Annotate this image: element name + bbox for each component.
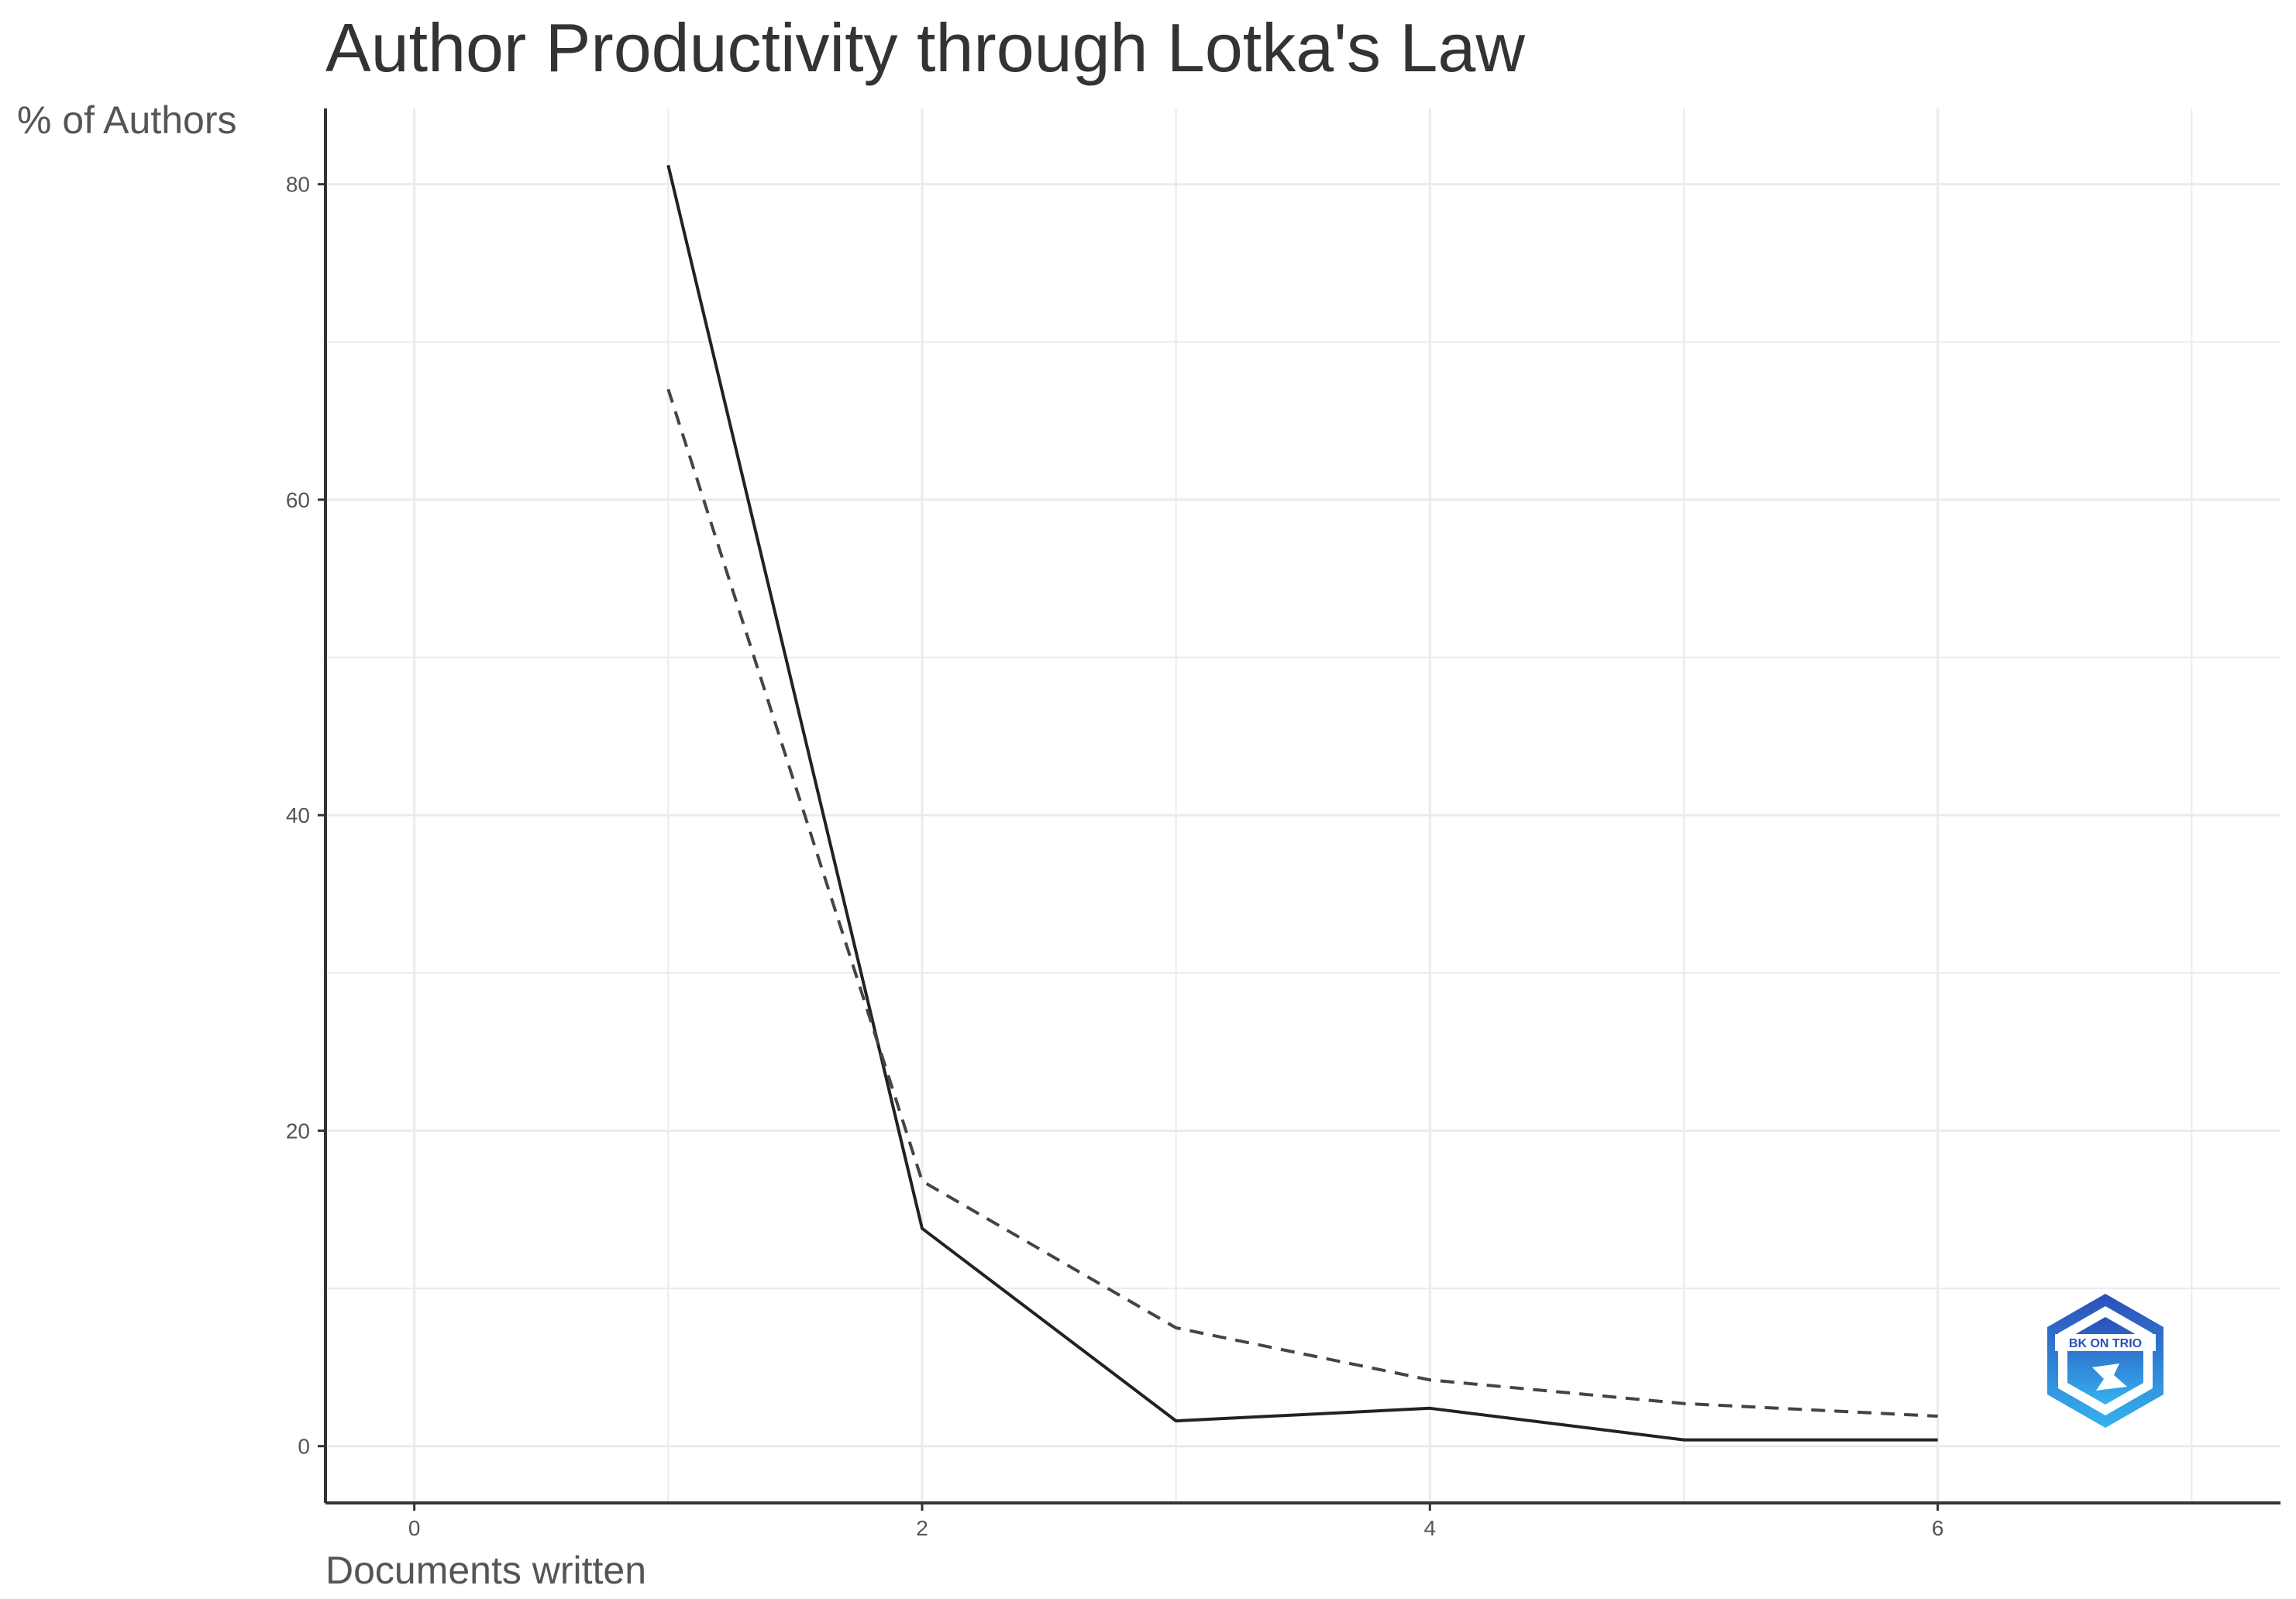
y-tick-label: 20 [286, 1119, 310, 1143]
axes [324, 108, 2281, 1504]
solid-series-line [666, 164, 1938, 1442]
logo-text: BK ON TRIO [2069, 1337, 2142, 1350]
x-tick-label: 4 [1424, 1516, 1437, 1540]
x-tick-label: 6 [1932, 1516, 1944, 1540]
x-tick-label: 0 [408, 1516, 421, 1540]
tick-labels: 0 20 40 60 80 0 2 4 6 [286, 173, 1944, 1540]
y-tick-label: 0 [298, 1435, 310, 1459]
y-tick-label: 80 [286, 173, 310, 197]
x-tick-label: 2 [916, 1516, 928, 1540]
x-axis-label: Documents written [325, 1549, 646, 1592]
y-tick-label: 60 [286, 488, 310, 512]
series-lines [666, 164, 1938, 1442]
dashed-series-line [666, 388, 1938, 1418]
gridlines [325, 108, 2281, 1503]
chart-title: Author Productivity through Lotka's Law [325, 9, 1525, 86]
hexagon-logo-icon: BK ON TRIO [2047, 1294, 2163, 1428]
y-tick-label: 40 [286, 803, 310, 827]
y-axis-label: % of Authors [17, 98, 237, 142]
